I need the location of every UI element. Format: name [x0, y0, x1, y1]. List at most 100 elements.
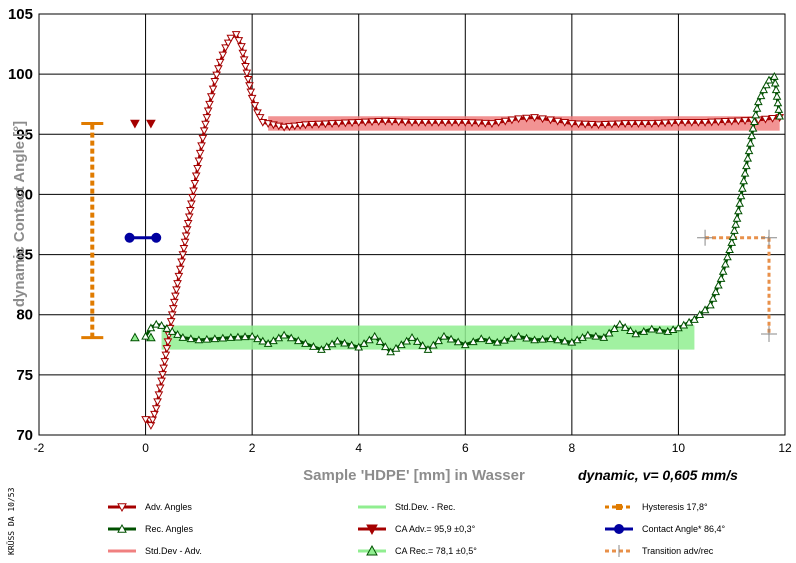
adv-angle-point	[163, 338, 173, 347]
ca-markers	[81, 119, 778, 342]
rec-angle-point	[714, 280, 723, 289]
legend-label: Rec. Angles	[145, 524, 194, 534]
adv-angle-point	[647, 120, 657, 128]
adv-angle-point	[174, 272, 184, 281]
adv-angle-point	[301, 121, 310, 130]
rec-angle-point	[233, 332, 243, 341]
adv-angle-point	[494, 118, 503, 127]
adv-angle-point	[173, 280, 182, 288]
adv-angle-point	[171, 292, 180, 301]
adv-angle-point	[178, 251, 188, 260]
legend-item: CA Adv.= 95,9 ±0,3°	[358, 524, 476, 536]
rec-angle-point	[412, 337, 422, 345]
rec-angle-point	[728, 231, 738, 240]
adv-angle-point	[680, 118, 690, 127]
adv-angle-point	[367, 118, 377, 127]
contact-angle-point	[151, 232, 162, 243]
rec-angle-point	[725, 245, 734, 254]
rec-angle-point	[194, 335, 204, 344]
adv-angle-point	[530, 114, 539, 122]
rec-angle-point	[732, 213, 742, 222]
adv-angle-point	[620, 120, 630, 128]
adv-angle-point	[154, 391, 164, 400]
adv-angle-point	[381, 117, 390, 126]
rec-angle-point	[740, 168, 750, 177]
adv-angle-point	[215, 58, 225, 67]
legend-item: Transition adv/rec	[605, 545, 714, 557]
adv-angle-point	[160, 358, 170, 366]
adv-angle-point	[194, 157, 204, 166]
x-tick-label: 12	[778, 441, 792, 455]
rec-angle-point	[468, 337, 478, 346]
adv-angle-point	[447, 118, 457, 127]
adv-angle-point	[182, 226, 192, 235]
rec-angle-point	[446, 334, 456, 343]
rec-angle-point	[347, 340, 356, 349]
adv-angle-point	[239, 56, 249, 65]
adv-angle-point	[250, 102, 260, 110]
rec-angle-point	[340, 338, 349, 347]
adv-angle-point	[580, 120, 590, 129]
legend-swatch-marker	[366, 544, 378, 556]
adv-angle-point	[279, 123, 289, 132]
adv-angle-point	[734, 117, 743, 126]
adv-angle-point	[183, 219, 193, 228]
rec-angle-point	[210, 334, 220, 343]
rec-angle-point	[775, 111, 785, 120]
rec-angle-point	[762, 80, 771, 89]
rec-angle-point	[507, 333, 516, 342]
rec-angle-point	[375, 337, 385, 345]
adv-angle-point	[538, 115, 547, 124]
rec-angle-point	[553, 335, 562, 344]
y-tick-label: 70	[16, 427, 33, 444]
adv-angle-point	[560, 118, 570, 127]
adv-angle-point	[674, 118, 683, 127]
adv-angle-point	[407, 118, 417, 127]
rec-angle-point	[770, 78, 780, 87]
x-tick-labels: -2 0 2 4 6 8 10 12	[34, 441, 792, 455]
adv-angle-point	[440, 118, 450, 127]
legend: Adv. Angles Std.Dev. - Rec. Hysteresis 17,…	[108, 502, 726, 557]
adv-angle-point	[361, 118, 370, 127]
x-tick-label: 0	[142, 441, 149, 455]
adv-angle-point	[295, 121, 305, 130]
rec-angle-point	[759, 85, 769, 94]
adv-angle-point	[307, 121, 317, 129]
y-tick-label: 80	[16, 307, 33, 324]
x-tick-label: 10	[672, 441, 686, 455]
rec-angle-point	[742, 161, 751, 170]
ca-adv-point	[146, 119, 156, 129]
adv-angle-point	[198, 134, 208, 143]
adv-angle-point	[234, 37, 244, 45]
rec-angle-point	[453, 337, 463, 346]
y-tick-label: 95	[16, 126, 33, 143]
rec-angle-point	[167, 327, 177, 335]
adv-angle-point	[514, 115, 523, 124]
x-axis-title: Sample 'HDPE' [mm] in Wasser	[303, 467, 525, 484]
adv-angle-point	[414, 118, 424, 127]
adv-angle-point	[654, 119, 663, 128]
adv-angle-point	[162, 345, 172, 353]
adv-angle-point	[400, 118, 410, 127]
legend-swatch-marker	[366, 524, 378, 536]
rec-angle-point	[591, 331, 601, 340]
grid	[38, 13, 786, 436]
rec-angle-point	[141, 331, 150, 340]
adv-angle-point	[158, 371, 167, 379]
rec-angle-point	[333, 336, 342, 345]
adv-angle-point	[202, 114, 212, 122]
rec-angle-point	[370, 331, 380, 340]
adv-angle-point	[600, 121, 610, 129]
adv-angle-point	[660, 119, 670, 128]
rec-angle-point	[439, 331, 449, 340]
legend-label: Transition adv/rec	[642, 546, 714, 556]
adv-angle-point	[768, 114, 777, 123]
rec-angle-point	[610, 324, 619, 333]
adv-angle-point	[237, 43, 246, 52]
rec-angle-point	[731, 219, 741, 228]
legend-label: Std.Dev - Adv.	[145, 546, 202, 556]
adv-angle-point	[394, 118, 404, 127]
rec-angle-point	[769, 72, 779, 80]
legend-swatch-marker	[614, 524, 624, 534]
